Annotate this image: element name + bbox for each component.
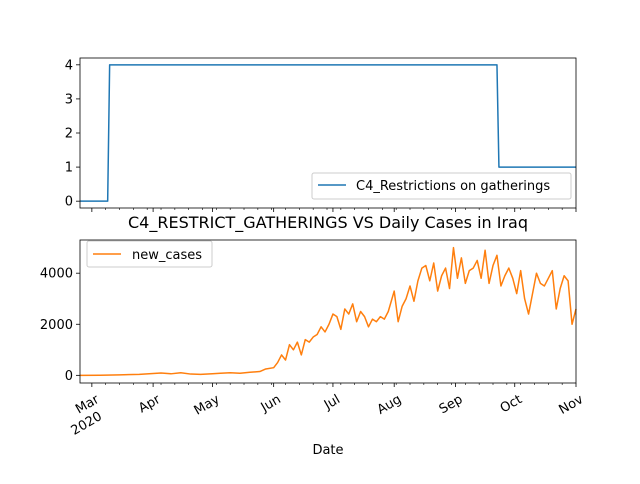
y-tick-label: 0 xyxy=(65,195,73,210)
x-tick-label: May xyxy=(192,392,223,419)
x-tick-label: Sep xyxy=(437,392,466,417)
legend-label-new-cases: new_cases xyxy=(132,248,202,263)
x-tick-label: Oct xyxy=(498,392,525,416)
legend-box xyxy=(86,240,213,268)
chart-title: C4_RESTRICT_GATHERINGS VS Daily Cases in… xyxy=(128,213,528,233)
legend-label-restrictions: C4_Restrictions on gatherings xyxy=(356,179,550,194)
y-tick-label: 3 xyxy=(65,92,73,107)
y-tick-label: 2 xyxy=(65,127,73,142)
x-tick-label: Jul xyxy=(321,392,343,413)
x-tick-label: Aug xyxy=(375,392,404,418)
chart-restrictions: 0 1 2 3 4 C4_Restrictions on gatherings xyxy=(65,57,577,212)
axes-frame xyxy=(79,239,577,384)
series-line-0 xyxy=(80,64,576,202)
plot-area-top xyxy=(80,64,576,202)
x-tick-label: Jun xyxy=(258,392,284,416)
y-tick-label: 1 xyxy=(65,161,73,176)
legend-top: C4_Restrictions on gatherings xyxy=(311,172,572,200)
y-tick-label: 2000 xyxy=(40,318,73,333)
y-tick-label: 0 xyxy=(65,369,73,384)
x-tick-label: Nov xyxy=(557,392,587,418)
plot-area-bottom xyxy=(79,246,577,377)
x-axis-label: Date xyxy=(312,443,343,458)
x-tick-label: Apr xyxy=(136,392,164,417)
legend-bottom: new_cases xyxy=(86,240,213,268)
y-tick-label: 4000 xyxy=(40,267,73,282)
legend-box xyxy=(311,172,572,200)
y-tick-label: 4 xyxy=(65,58,73,73)
series-line-0 xyxy=(79,246,577,377)
axes-top: 0 1 2 3 4 xyxy=(65,57,577,212)
